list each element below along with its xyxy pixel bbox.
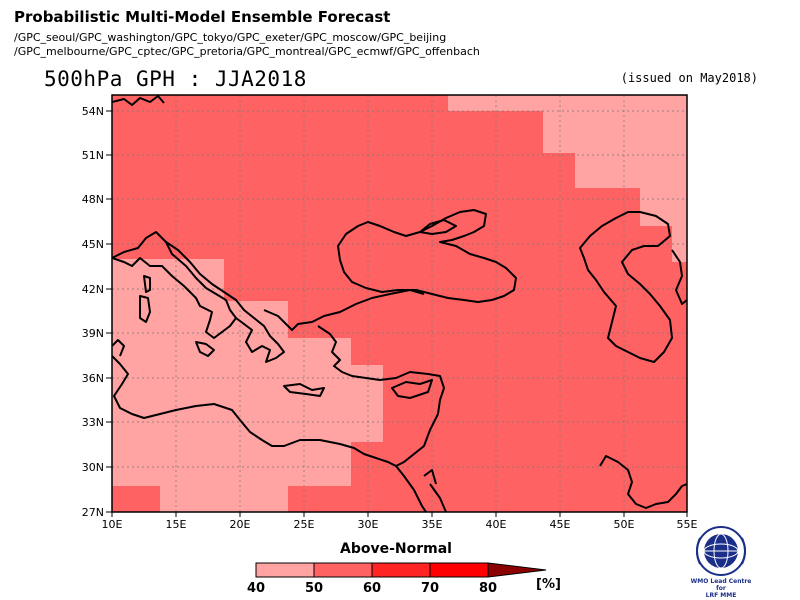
crimea-coast — [419, 219, 457, 235]
legend-unit: [%] — [536, 577, 561, 592]
map-frame — [111, 94, 688, 513]
sardinia-island — [139, 295, 151, 323]
field-40-50-northeast — [448, 95, 687, 262]
lon-label: 45E — [550, 518, 571, 531]
latitude-labels: 54N 51N 48N 45N 42N 39N 36N 33N 30N 27N — [82, 105, 104, 519]
probability-field — [112, 95, 687, 512]
gulf-aqaba — [423, 469, 437, 485]
logo-caption-line-2: LRF MME — [705, 592, 737, 599]
lon-label: 30E — [358, 518, 379, 531]
black-sea-coast — [337, 209, 517, 303]
field-40-50-mediterranean — [112, 259, 383, 512]
tunisia-coast — [112, 339, 125, 357]
axis-ticks — [106, 110, 688, 517]
persian-gulf-coast — [599, 455, 687, 509]
italy-adriatic-coast — [112, 231, 237, 339]
legend-tick-label: 40 — [246, 581, 266, 596]
red-sea-east — [429, 483, 447, 512]
cyprus-island — [391, 379, 433, 399]
lat-label: 54N — [82, 105, 104, 118]
baltic-coast — [112, 95, 165, 106]
corsica-island — [143, 275, 151, 293]
lon-label: 55E — [677, 518, 698, 531]
legend-tick-label: 70 — [420, 581, 440, 596]
lat-label: 48N — [82, 193, 104, 206]
lon-label: 25E — [294, 518, 315, 531]
legend-swatch-50-60 — [314, 563, 372, 577]
logo-caption-line-1: WMO Lead Centre for — [690, 578, 752, 592]
plot-title: 500hPa GPH : JJA2018 — [44, 67, 307, 91]
issued-date: (issued on May2018) — [620, 71, 758, 85]
lat-label: 27N — [82, 506, 104, 519]
levant-coast — [395, 413, 439, 467]
lat-label: 33N — [82, 416, 104, 429]
red-sea-west — [395, 465, 427, 512]
north-africa-coast — [112, 355, 397, 467]
turkey-coast — [317, 325, 445, 415]
aegean-coast — [263, 289, 425, 331]
lon-label: 50E — [614, 518, 635, 531]
legend-swatch-70-80 — [430, 563, 488, 577]
legend-swatch-over-80 — [488, 563, 546, 577]
balkan-coast — [165, 241, 285, 363]
lon-label: 10E — [102, 518, 123, 531]
lon-label: 40E — [486, 518, 507, 531]
lat-label: 39N — [82, 327, 104, 340]
coastlines — [112, 95, 687, 512]
crete-island — [283, 383, 325, 397]
lat-label: 45N — [82, 238, 104, 251]
caspian-east-coast — [671, 249, 687, 305]
legend-tick-label: 50 — [304, 581, 324, 596]
lat-label: 30N — [82, 461, 104, 474]
color-legend — [255, 562, 547, 578]
caspian-coast — [579, 211, 673, 363]
lon-label: 15E — [166, 518, 187, 531]
logo-caption: WMO Lead Centre for LRF MME — [690, 578, 752, 599]
model-list-line-1: /GPC_seoul/GPC_washington/GPC_tokyo/GPC_… — [14, 31, 447, 44]
legend-tick-label: 80 — [478, 581, 498, 596]
legend-title: Above-Normal — [340, 541, 452, 557]
lon-label: 35E — [422, 518, 443, 531]
sicily-island — [195, 341, 215, 357]
lat-label: 42N — [82, 283, 104, 296]
legend-swatch-60-70 — [372, 563, 430, 577]
lat-label: 36N — [82, 372, 104, 385]
lon-label: 20E — [230, 518, 251, 531]
legend-swatch-40-50 — [256, 563, 314, 577]
model-list-line-2: /GPC_melbourne/GPC_cptec/GPC_pretoria/GP… — [14, 45, 480, 58]
longitude-labels: 10E 15E 20E 25E 30E 35E 40E 45E 50E 55E — [102, 518, 698, 531]
lat-label: 51N — [82, 149, 104, 162]
forecast-title: Probabilistic Multi-Model Ensemble Forec… — [14, 8, 391, 26]
legend-tick-label: 60 — [362, 581, 382, 596]
wmo-globe-icon — [696, 526, 746, 576]
